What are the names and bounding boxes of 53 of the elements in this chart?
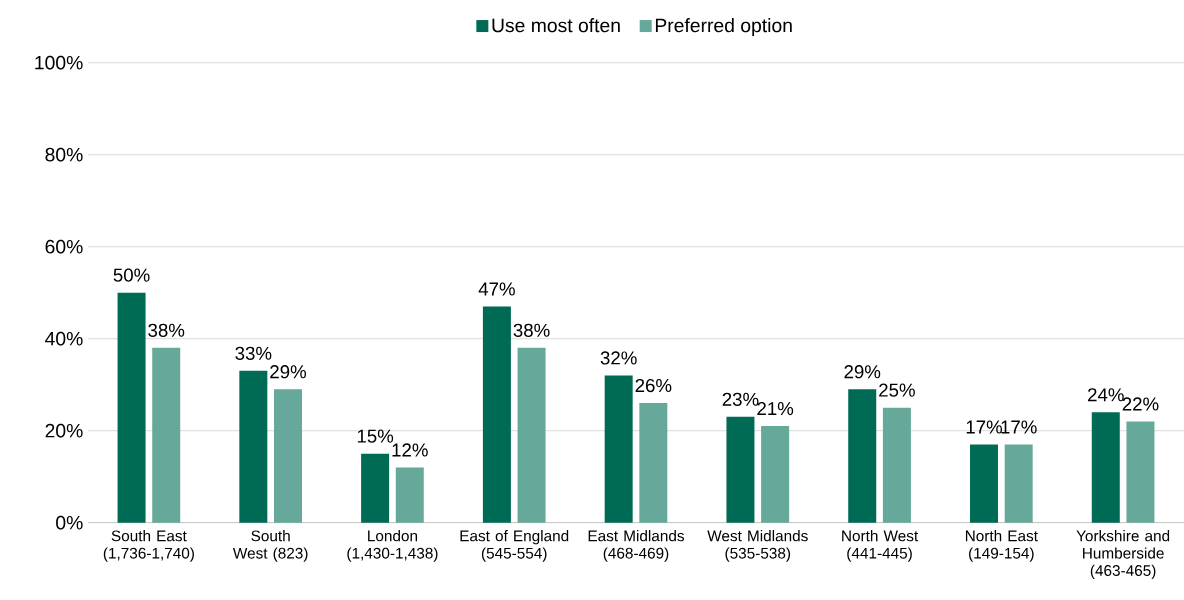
data-label: 29% [270,365,307,379]
bar [761,426,790,523]
data-label: 24% [1088,388,1124,402]
data-label: 26% [635,378,672,393]
y-tick-label: 80% [45,147,83,162]
legend-label: Use most often [492,18,620,33]
y-tick-label: 0% [56,515,83,530]
bar [117,292,146,523]
bar [152,347,181,523]
data-label: 15% [357,429,394,443]
x-tick-label: West Midlands (535-538) [707,530,808,562]
data-label: 29% [844,365,881,379]
bar [604,375,633,523]
x-tick-label: East of England (545-554) [460,530,569,562]
data-label: 22% [1122,397,1159,411]
data-label: 25% [879,383,915,397]
data-label: 32% [600,351,637,365]
bar [726,416,755,523]
data-label: 38% [513,323,550,337]
y-tick-label: 40% [45,331,83,346]
data-label: 50% [113,268,150,282]
bar [848,389,877,523]
bar [1091,412,1120,523]
data-label: 17% [966,420,1003,434]
x-tick-label: East Midlands (468-469) [588,530,685,562]
x-tick-label: North East (149-154) [965,530,1038,562]
y-tick-label: 60% [45,239,83,254]
data-label: 12% [392,443,428,457]
y-tick-label: 100% [35,55,83,70]
bar [239,370,268,523]
x-tick-label: London (1,430-1,438) [347,530,438,562]
bar [1126,421,1155,523]
data-label: 47% [478,282,515,296]
data-label: 21% [757,401,794,416]
bar [274,389,303,523]
x-tick-label: North West (441-445) [842,530,919,562]
data-label: 38% [148,323,185,337]
bar [970,444,999,523]
data-label: 23% [722,392,759,406]
x-tick-label: South East (1,736-1,740) [103,530,194,562]
bar [482,306,511,523]
data-label: 33% [235,346,272,360]
y-tick-label: 20% [45,423,83,438]
bar [882,407,911,523]
x-tick-label: Yorkshire and Humberside (463-465) [1076,530,1170,579]
bar [395,467,424,523]
bar [361,453,390,523]
legend-label: Preferred option [655,18,792,37]
data-label: 17% [1001,420,1037,434]
x-tick-label: South West (823) [232,530,308,562]
bar [1004,444,1033,523]
bar [517,347,546,523]
bar [639,403,668,523]
